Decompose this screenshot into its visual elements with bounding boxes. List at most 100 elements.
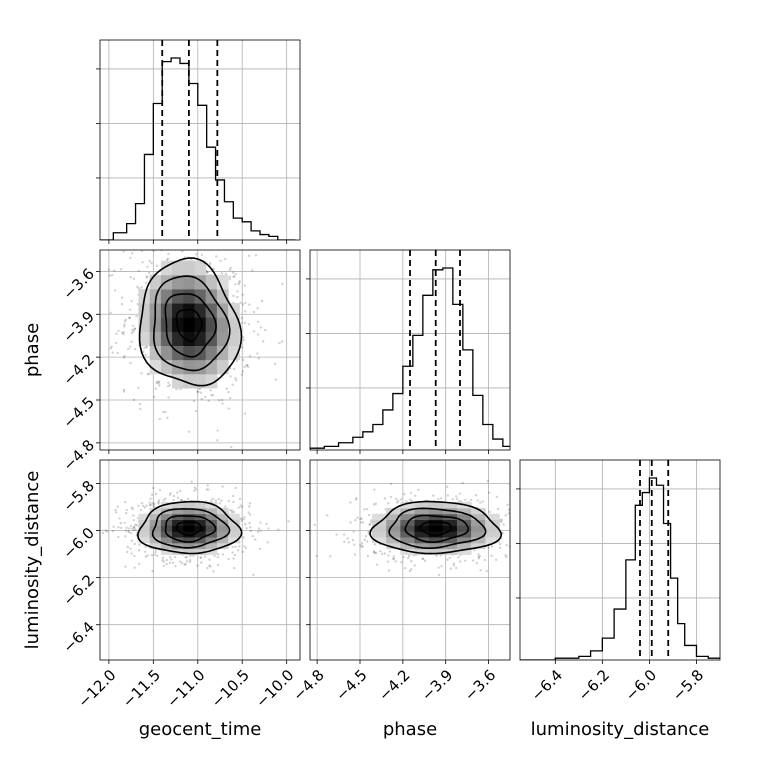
scatter-point [130,524,133,528]
pair-inner [310,460,526,660]
scatter-point [144,555,148,558]
contour-line [164,293,217,358]
scatter-point [379,549,382,553]
scatter-point [232,500,235,504]
scatter-point [192,554,195,558]
scatter-point [240,321,243,324]
scatter-point [132,330,135,333]
density-cell [138,525,151,532]
density-cell [442,525,458,532]
scatter-point [240,519,243,523]
x-axis-label-luminosity_distance: luminosity_distance [531,719,710,740]
scatter-point [153,395,156,399]
density-cell [414,531,430,538]
x-tick-label: −11.0 [163,666,208,711]
scatter-point [131,507,134,511]
scatter-point [248,505,251,508]
density-cell [138,531,151,538]
scatter-point [349,501,352,504]
scatter-point [512,497,514,499]
density-cell [428,531,444,538]
scatter-point [280,340,284,343]
scatter-point [421,557,425,561]
scatter-point [155,264,159,267]
scatter-point [373,488,376,491]
scatter-point [360,517,363,520]
scatter-point [128,316,131,320]
density-cell [160,542,173,550]
scatter-point [230,511,234,514]
scatter-point [248,513,252,516]
density-cell [228,525,240,532]
density-cell [456,542,472,550]
density-cell [149,274,162,290]
scatter-point [237,506,240,509]
density-cell [172,303,184,318]
contour-line [152,275,231,372]
scatter-point [231,494,235,498]
scatter-point [251,269,254,272]
scatter-point [363,508,366,511]
scatter-point [241,346,244,349]
scatter-point [217,552,220,556]
scatter-point [343,533,346,536]
scatter-point [241,370,245,373]
scatter-point [256,352,259,355]
scatter-point [145,346,148,349]
scatter-point [408,569,412,573]
scatter-point [187,430,191,433]
scatter-point [502,523,505,526]
density-cell [138,513,151,520]
scatter-point [446,558,449,561]
scatter-point [216,563,220,567]
scatter-point [231,271,235,274]
density-cell [372,536,387,544]
scatter-point [144,353,147,357]
density-cell [386,536,401,544]
scatter-point [148,259,151,263]
density-cell [149,331,162,346]
scatter-point [247,323,250,326]
contour-line [369,500,503,555]
scatter-point [395,497,398,501]
scatter-point [114,341,118,345]
density-cell [414,507,430,515]
density-cell [414,502,430,509]
scatter-point [252,573,255,577]
scatter-point [151,486,155,490]
density-cell [172,525,184,532]
scatter-point [227,407,230,410]
scatter-point [464,498,467,502]
scatter-point [215,255,218,258]
scatter-point [440,564,443,568]
scatter-point [129,256,132,260]
panel-frame [309,249,511,451]
scatter-point [231,545,234,549]
scatter-point [455,497,459,500]
y-tick-label: −3.9 [60,308,98,346]
scatter-point [241,293,245,296]
scatter-point [136,247,138,249]
scatter-point [168,561,172,564]
density-cell [194,531,207,538]
scatter-point [141,261,144,264]
scatter-point [505,555,508,558]
density-cell [183,548,195,555]
x-tick-label: −10.0 [252,666,297,711]
scatter-point [524,521,526,523]
scatter-point [130,299,133,303]
density-cell [160,288,173,304]
y-axis-label-phase: phase [22,323,43,377]
scatter-point [240,505,244,509]
scatter-point [413,564,416,567]
scatter-point [140,501,144,505]
scatter-point [185,555,189,559]
x-tick-label: −3.6 [461,666,499,704]
scatter-point [133,554,136,558]
scatter-point [242,536,245,539]
scatter-point [179,560,182,563]
scatter-point [206,566,209,570]
density-cell [172,542,184,550]
scatter-point [137,287,141,290]
scatter-point [233,553,237,557]
